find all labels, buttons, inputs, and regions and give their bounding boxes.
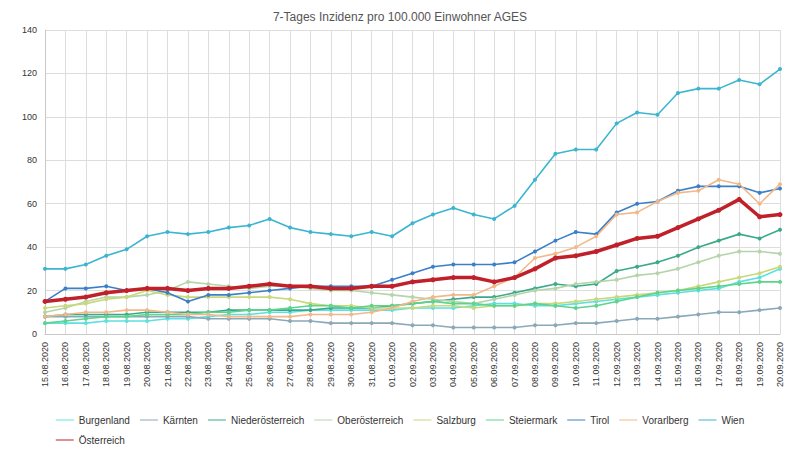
svg-text:Wien: Wien — [721, 415, 744, 426]
svg-text:20.08.2020: 20.08.2020 — [142, 342, 152, 387]
svg-text:24.08.2020: 24.08.2020 — [224, 342, 234, 387]
svg-text:19.09.2020: 19.09.2020 — [755, 342, 765, 387]
svg-text:7-Tages Inzidenz pro 100.000 E: 7-Tages Inzidenz pro 100.000 Einwohner A… — [273, 10, 527, 24]
svg-text:Salzburg: Salzburg — [436, 415, 475, 426]
svg-text:06.09.2020: 06.09.2020 — [489, 342, 499, 387]
svg-text:11.09.2020: 11.09.2020 — [591, 342, 601, 386]
svg-text:15.08.2020: 15.08.2020 — [40, 342, 50, 387]
svg-text:21.08.2020: 21.08.2020 — [163, 342, 173, 387]
svg-text:29.08.2020: 29.08.2020 — [326, 342, 336, 387]
svg-text:19.08.2020: 19.08.2020 — [122, 342, 132, 387]
svg-text:09.09.2020: 09.09.2020 — [550, 342, 560, 387]
svg-text:28.08.2020: 28.08.2020 — [305, 342, 315, 387]
svg-text:31.08.2020: 31.08.2020 — [367, 342, 377, 387]
svg-text:16.09.2020: 16.09.2020 — [693, 342, 703, 387]
svg-text:0: 0 — [32, 329, 37, 339]
svg-text:12.09.2020: 12.09.2020 — [612, 342, 622, 387]
svg-text:01.09.2020: 01.09.2020 — [387, 342, 397, 387]
svg-text:30.08.2020: 30.08.2020 — [346, 342, 356, 387]
svg-text:Oberösterreich: Oberösterreich — [337, 415, 403, 426]
svg-text:18.08.2020: 18.08.2020 — [101, 342, 111, 387]
svg-text:Kärnten: Kärnten — [163, 415, 198, 426]
svg-text:20.09.2020: 20.09.2020 — [775, 342, 785, 387]
svg-text:Vorarlberg: Vorarlberg — [642, 415, 688, 426]
svg-text:25.08.2020: 25.08.2020 — [244, 342, 254, 387]
svg-text:18.09.2020: 18.09.2020 — [734, 342, 744, 387]
svg-text:14.09.2020: 14.09.2020 — [653, 342, 663, 387]
svg-text:27.08.2020: 27.08.2020 — [285, 342, 295, 387]
svg-text:40: 40 — [27, 242, 37, 252]
svg-text:26.08.2020: 26.08.2020 — [265, 342, 275, 387]
svg-text:60: 60 — [27, 199, 37, 209]
svg-text:22.08.2020: 22.08.2020 — [183, 342, 193, 387]
svg-text:Tirol: Tirol — [590, 415, 609, 426]
svg-text:17.08.2020: 17.08.2020 — [81, 342, 91, 387]
svg-text:80: 80 — [27, 155, 37, 165]
svg-text:02.09.2020: 02.09.2020 — [408, 342, 418, 387]
svg-text:08.09.2020: 08.09.2020 — [530, 342, 540, 387]
svg-text:03.09.2020: 03.09.2020 — [428, 342, 438, 387]
svg-text:Niederösterreich: Niederösterreich — [231, 415, 304, 426]
svg-text:100: 100 — [22, 112, 37, 122]
svg-text:15.09.2020: 15.09.2020 — [673, 342, 683, 387]
svg-text:13.09.2020: 13.09.2020 — [632, 342, 642, 387]
svg-text:16.08.2020: 16.08.2020 — [60, 342, 70, 387]
svg-text:20: 20 — [27, 286, 37, 296]
svg-text:Burgenland: Burgenland — [79, 415, 130, 426]
svg-text:10.09.2020: 10.09.2020 — [571, 342, 581, 387]
svg-text:05.09.2020: 05.09.2020 — [469, 342, 479, 387]
svg-text:120: 120 — [22, 68, 37, 78]
svg-text:Österreich: Österreich — [79, 435, 125, 446]
svg-text:140: 140 — [22, 25, 37, 35]
svg-text:Steiermark: Steiermark — [509, 415, 558, 426]
svg-text:07.09.2020: 07.09.2020 — [510, 342, 520, 387]
svg-text:17.09.2020: 17.09.2020 — [714, 342, 724, 387]
svg-text:04.09.2020: 04.09.2020 — [448, 342, 458, 387]
svg-text:23.08.2020: 23.08.2020 — [203, 342, 213, 387]
